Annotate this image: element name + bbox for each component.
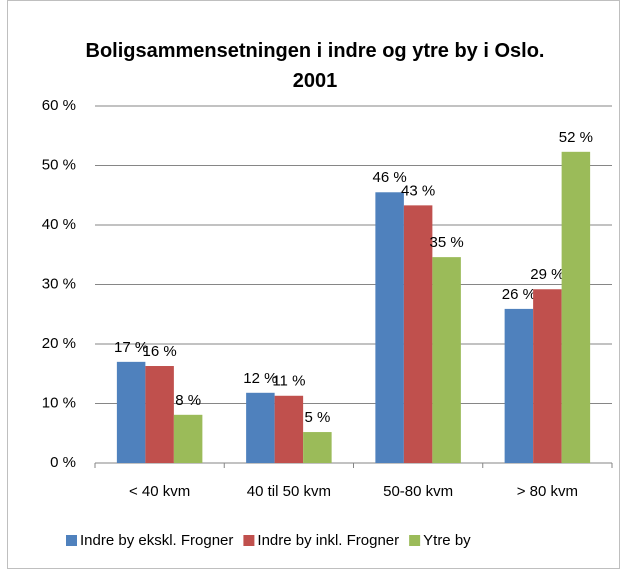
value-label: 35 % — [430, 234, 464, 251]
x-tick-label: 40 til 50 kvm — [247, 483, 331, 500]
value-label: 11 % — [272, 373, 305, 390]
x-tick-label: 50-80 kvm — [383, 483, 453, 500]
legend-label: Indre by ekskl. Frogner — [80, 532, 233, 549]
legend-label: Indre by inkl. Frogner — [257, 532, 399, 549]
value-label: 5 % — [304, 409, 330, 426]
chart-border — [7, 0, 620, 569]
bar — [504, 308, 534, 463]
bar — [274, 395, 304, 463]
value-label: 17 % — [114, 339, 148, 356]
y-tick-label: 20 % — [42, 335, 76, 352]
bar — [375, 192, 404, 463]
y-tick-label: 60 % — [42, 97, 76, 114]
bar — [246, 392, 275, 463]
y-tick-label: 0 % — [50, 454, 76, 471]
bar — [561, 151, 591, 463]
bar — [145, 366, 174, 463]
bar — [303, 432, 332, 463]
bar — [403, 205, 433, 464]
chart-title: Boligsammensetningen i indre og ytre by … — [85, 40, 545, 92]
legend-swatch — [243, 535, 255, 546]
value-label: 16 % — [143, 343, 177, 360]
bar — [432, 257, 461, 463]
bar — [116, 361, 146, 463]
x-tick-label: > 80 kvm — [517, 483, 578, 500]
value-label: 29 % — [530, 266, 564, 283]
value-label: 26 % — [502, 286, 536, 303]
bar — [533, 289, 562, 463]
y-tick-label: 40 % — [42, 216, 76, 233]
value-label: 52 % — [559, 129, 593, 146]
value-label: 43 % — [401, 182, 435, 199]
legend-label: Ytre by — [423, 532, 471, 549]
value-label: 46 % — [373, 169, 407, 186]
legend-swatch — [409, 535, 421, 546]
y-tick-label: 10 % — [42, 394, 76, 411]
y-tick-label: 30 % — [42, 275, 76, 292]
value-label: 12 % — [243, 370, 277, 387]
value-label: 8 % — [175, 392, 201, 409]
legend-swatch — [66, 535, 77, 546]
y-tick-label: 50 % — [42, 156, 76, 173]
x-tick-label: < 40 kvm — [129, 483, 190, 500]
bar — [173, 414, 203, 463]
